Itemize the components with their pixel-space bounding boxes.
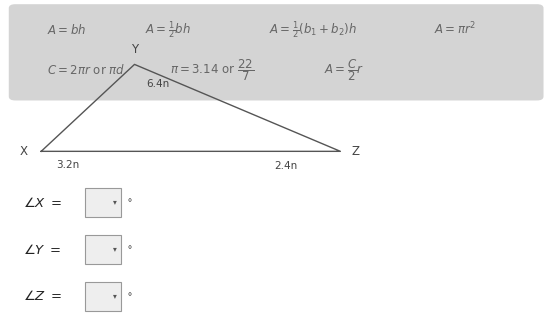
Text: $A = \frac{1}{2}bh$: $A = \frac{1}{2}bh$ [145,19,192,41]
Text: 3.2n: 3.2n [57,160,80,170]
Text: $\pi = 3.14\ \mathrm{or}\ \dfrac{22}{7}$: $\pi = 3.14\ \mathrm{or}\ \dfrac{22}{7}$ [170,58,254,83]
Text: $\circ$: $\circ$ [126,194,133,205]
Text: Y: Y [131,43,138,56]
Text: Z: Z [351,145,360,158]
FancyBboxPatch shape [9,4,544,100]
Text: $\circ$: $\circ$ [126,241,133,251]
FancyBboxPatch shape [85,282,121,311]
Text: $\angle X\ =$: $\angle X\ =$ [23,196,63,210]
Text: $\circ$: $\circ$ [126,288,133,298]
Text: $\blacktriangledown$: $\blacktriangledown$ [111,245,117,254]
Text: 2.4n: 2.4n [274,161,298,171]
Text: 6.4n: 6.4n [147,79,170,89]
FancyBboxPatch shape [85,188,121,217]
Text: $\angle Z\ =$: $\angle Z\ =$ [23,289,63,303]
FancyBboxPatch shape [85,235,121,264]
Text: $\blacktriangledown$: $\blacktriangledown$ [111,292,117,301]
Text: $A = \pi r^2$: $A = \pi r^2$ [434,20,476,37]
Text: $C = 2\pi r\ \mathrm{or}\ \pi d$: $C = 2\pi r\ \mathrm{or}\ \pi d$ [47,63,125,77]
Text: $\angle Y\ =$: $\angle Y\ =$ [23,242,61,257]
Text: $A = bh$: $A = bh$ [47,23,86,37]
Text: $A = \frac{1}{2}(b_1 + b_2)h$: $A = \frac{1}{2}(b_1 + b_2)h$ [269,19,357,41]
Text: X: X [19,145,27,158]
Text: $\blacktriangledown$: $\blacktriangledown$ [111,198,117,207]
Text: $A = \dfrac{C}{2}r$: $A = \dfrac{C}{2}r$ [324,58,364,83]
